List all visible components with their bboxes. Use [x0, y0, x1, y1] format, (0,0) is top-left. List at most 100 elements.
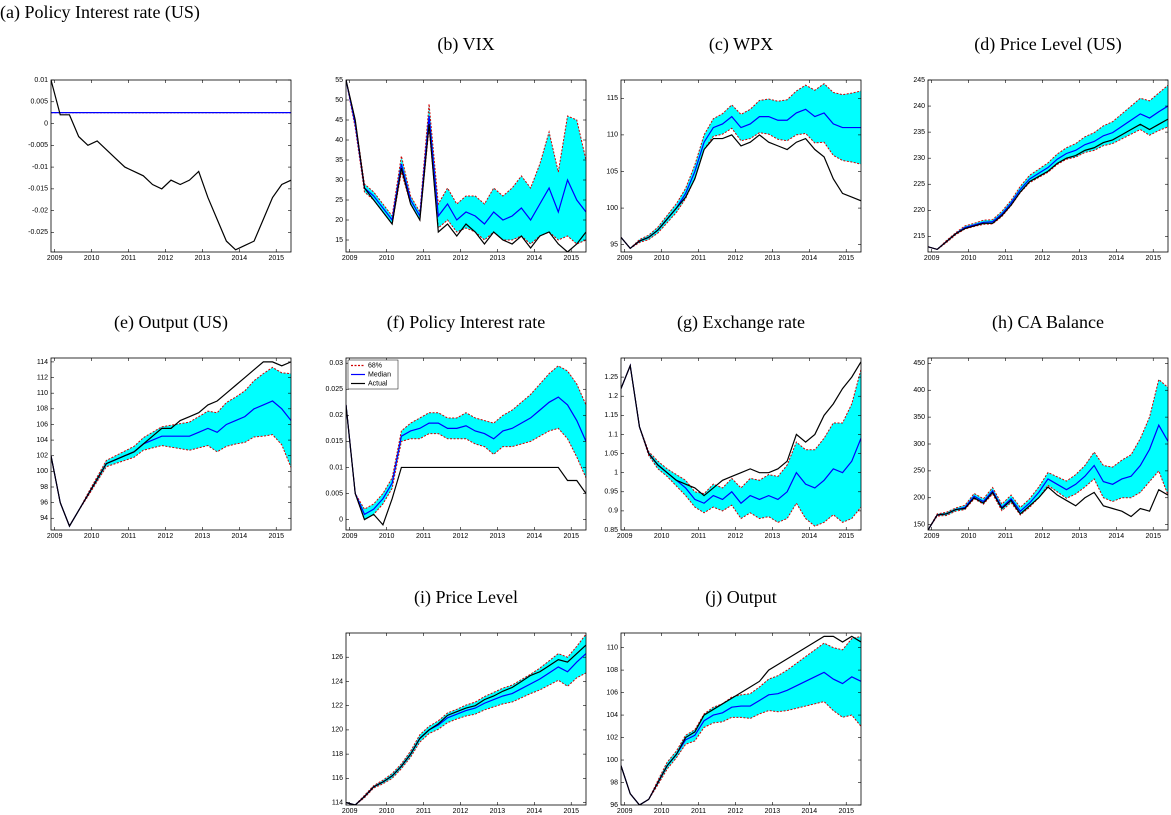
- x-tick-label: 2011: [121, 255, 136, 262]
- x-tick-label: 2010: [84, 533, 100, 540]
- x-tick-label: 2010: [654, 808, 670, 815]
- band-fill: [346, 80, 586, 244]
- x-tick-label: 2012: [728, 255, 744, 262]
- x-tick-label: 2010: [379, 808, 395, 815]
- y-tick-label: -0.015: [28, 186, 48, 193]
- y-tick-label: 55: [335, 77, 343, 84]
- y-tick-label: 350: [913, 414, 925, 421]
- panel: 95 100 105 110 115 2009 2010 2011 2012 2013 2014 20…: [606, 79, 862, 262]
- axes-box: [345, 357, 587, 531]
- band-fill: [346, 634, 586, 805]
- x-tick-label: 2012: [453, 255, 469, 262]
- x-tick-label: 2014: [1109, 533, 1125, 540]
- band-fill: [621, 365, 861, 527]
- y-tick-label: 1.05: [604, 450, 618, 457]
- y-tick-label: 300: [913, 441, 925, 448]
- y-tick-label: 124: [331, 678, 343, 685]
- y-tick-label: 0.02: [329, 412, 343, 419]
- y-tick-label: 240: [913, 103, 925, 110]
- x-tick-label: 2012: [1035, 255, 1051, 262]
- x-tick-label: 2010: [961, 255, 977, 262]
- y-tick-label: 106: [606, 689, 618, 696]
- panel-title: (e) Output (US): [114, 312, 228, 332]
- y-tick-label: 110: [607, 644, 618, 651]
- series-line: [621, 361, 861, 497]
- band-edge: [928, 84, 1168, 250]
- y-tick-label: 0.03: [329, 360, 343, 367]
- x-tick-label: 2015: [563, 808, 579, 815]
- series-line: [928, 486, 1168, 530]
- x-tick-label: 2015: [838, 255, 854, 262]
- band-edge: [346, 404, 586, 521]
- series-line: [928, 105, 1168, 251]
- x-tick-label: 2013: [1072, 255, 1088, 262]
- x-tick-label: 2010: [379, 533, 395, 540]
- y-tick-label: 110: [607, 132, 618, 139]
- y-tick-label: 104: [36, 437, 48, 444]
- y-tick-label: 100: [606, 205, 618, 212]
- x-tick-label: 2012: [453, 533, 469, 540]
- x-tick-label: 2013: [1072, 533, 1088, 540]
- y-tick-label: -0.005: [28, 142, 48, 149]
- y-tick-label: 50: [335, 97, 343, 104]
- band-edge: [621, 83, 861, 250]
- band-fill: [346, 365, 586, 520]
- band-fill: [621, 83, 861, 249]
- panel-title: (b) VIX: [437, 34, 495, 54]
- x-tick-label: 2012: [728, 533, 744, 540]
- x-tick-label: 2013: [765, 255, 781, 262]
- x-tick-label: 2015: [268, 533, 284, 540]
- x-tick-label: 2012: [1035, 533, 1051, 540]
- y-tick-label: 110: [37, 390, 48, 397]
- x-tick-label: 2009: [924, 255, 940, 262]
- y-tick-label: 150: [913, 521, 925, 528]
- x-tick-label: 2014: [802, 533, 818, 540]
- band-fill: [621, 636, 861, 805]
- band-edge: [346, 672, 586, 805]
- x-tick-label: 2009: [47, 255, 63, 262]
- panel-title: (f) Policy Interest rate: [386, 312, 546, 332]
- x-tick-label: 2014: [527, 808, 543, 815]
- x-tick-label: 2014: [1109, 255, 1125, 262]
- panel-title: (d) Price Level (US): [974, 34, 1122, 54]
- series-line: [928, 423, 1168, 530]
- x-tick-label: 2014: [802, 808, 818, 815]
- panel: 114 116 118 120 122 124 126 2009 2010 2011 2012 201…: [331, 632, 587, 815]
- y-tick-label: 108: [606, 667, 618, 674]
- y-tick-label: 45: [335, 117, 343, 124]
- y-tick-label: 0.95: [604, 489, 618, 496]
- y-tick-label: 102: [36, 453, 48, 460]
- y-tick-label: -0.025: [28, 229, 48, 236]
- x-tick-label: 2015: [838, 808, 854, 815]
- band-fill: [51, 367, 291, 527]
- x-tick-label: 2013: [765, 808, 781, 815]
- y-tick-label: 1.25: [604, 374, 618, 381]
- axes-box: [50, 79, 292, 253]
- y-tick-label: 118: [332, 751, 343, 758]
- x-tick-label: 2012: [453, 808, 469, 815]
- y-tick-label: 1: [614, 470, 618, 477]
- y-tick-label: 0.025: [325, 386, 343, 393]
- x-tick-label: 2009: [924, 533, 940, 540]
- y-tick-label: 100: [36, 468, 48, 475]
- y-tick-label: 98: [610, 779, 618, 786]
- panel: 150 200 250 300 350 400 450 2009 2010 2011 2012 201…: [913, 357, 1169, 540]
- x-tick-label: 2011: [416, 255, 431, 262]
- panel: 0.85 0.9 0.95 1 1.05 1.1 1.15 1.2 1.25 2009 2010 20…: [604, 357, 862, 540]
- x-tick-label: 2010: [961, 533, 977, 540]
- band-fill: [928, 379, 1168, 530]
- legend-label: 68%: [368, 362, 382, 369]
- legend-label: Actual: [368, 380, 388, 387]
- band-edge: [621, 635, 861, 805]
- x-tick-label: 2015: [563, 533, 579, 540]
- y-tick-label: 0: [44, 120, 48, 127]
- band-edge: [346, 633, 586, 805]
- x-tick-label: 2013: [765, 533, 781, 540]
- x-tick-label: 2011: [691, 255, 706, 262]
- x-tick-label: 2014: [802, 255, 818, 262]
- x-tick-label: 2015: [1145, 255, 1161, 262]
- axes-box: [50, 357, 292, 531]
- y-tick-label: 0.01: [34, 77, 48, 84]
- y-tick-label: 0.005: [325, 490, 343, 497]
- x-tick-label: 2015: [838, 533, 854, 540]
